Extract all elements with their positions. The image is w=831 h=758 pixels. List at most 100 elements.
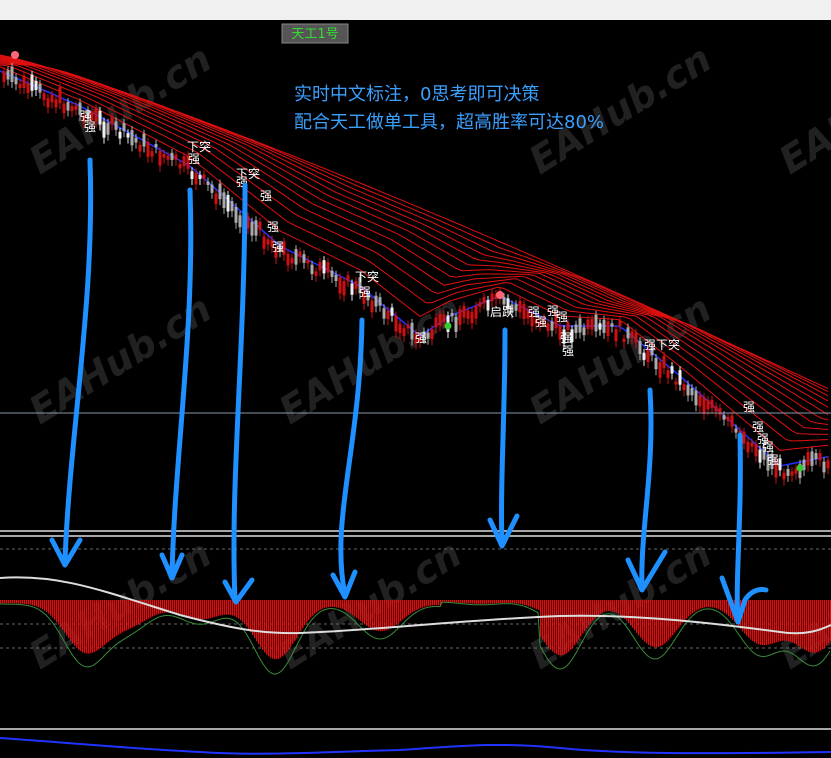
candle-body (326, 262, 330, 273)
hist-bar (118, 600, 120, 635)
hist-outline (0, 601, 831, 675)
candle-body (130, 130, 134, 146)
hist-bar (374, 600, 376, 631)
candle-body (734, 428, 738, 433)
candle-body (782, 472, 786, 480)
hist-bar (318, 600, 320, 611)
hist-bar (782, 600, 784, 641)
candle-body (46, 98, 50, 108)
candle-body (802, 459, 806, 471)
hist-bar (460, 600, 462, 603)
hist-bar (112, 600, 114, 639)
candle-body (394, 315, 398, 332)
hist-bar (712, 600, 714, 608)
candle-body (366, 295, 370, 301)
hist-bar (164, 600, 166, 613)
candle-body (146, 141, 150, 157)
hist-bar (260, 600, 262, 648)
candle-body (150, 151, 154, 157)
hist-bar (456, 600, 458, 603)
candle-body (510, 304, 514, 313)
candle-body (710, 399, 714, 408)
hist-bar (678, 600, 680, 628)
candle-body (174, 154, 178, 160)
candle-body (758, 449, 762, 463)
candle-body (386, 310, 390, 320)
candle-body (374, 295, 378, 307)
hist-bar (10, 600, 12, 604)
signal-label: 下突 (656, 337, 680, 352)
hist-bar (238, 600, 240, 619)
hist-bar (568, 600, 570, 652)
candle-body (786, 468, 790, 476)
hist-bar (314, 600, 316, 614)
candle-body (426, 332, 430, 339)
signal-label: 强 (556, 310, 568, 324)
hist-bar (412, 600, 414, 613)
candle-body (218, 183, 222, 200)
candle-body (626, 327, 630, 339)
hist-bar (576, 600, 578, 643)
hist-bar (110, 600, 112, 640)
candle-body (254, 220, 258, 236)
hist-bar (138, 600, 140, 625)
hist-bar (444, 600, 446, 602)
hist-bar (612, 600, 614, 612)
hist-bar (674, 600, 676, 633)
hist-bar (814, 600, 816, 653)
hist-bar (442, 600, 444, 602)
hist-bar (654, 600, 656, 648)
ribbon-line (0, 66, 829, 451)
hist-bar (440, 600, 442, 606)
tab[interactable] (281, 23, 349, 44)
hist-bar (774, 600, 776, 643)
signal-label: 强 (267, 220, 279, 234)
hist-bar (784, 600, 786, 641)
hist-bar (598, 600, 600, 615)
candle-body (194, 172, 198, 185)
candle-body (322, 260, 326, 274)
hist-bar (80, 600, 82, 652)
hist-bar (32, 600, 34, 606)
hist-bar (142, 600, 144, 622)
candle-body (126, 133, 130, 138)
hist-bar (590, 600, 592, 623)
candle-body (290, 257, 294, 264)
signal-label: 强 (644, 338, 656, 352)
hist-bar (532, 600, 534, 608)
candle-body (458, 309, 462, 325)
hist-bar (322, 600, 324, 609)
hist-bar (510, 600, 512, 603)
hist-bar (706, 600, 708, 608)
candle-body (18, 83, 22, 88)
hist-bar (222, 600, 224, 616)
hist-bar (334, 600, 336, 608)
hist-bar (540, 600, 542, 637)
hist-bar (288, 600, 290, 650)
hist-bar (544, 600, 546, 643)
hist-bar (350, 600, 352, 614)
candle-body (614, 329, 618, 342)
signal-label: 启跌 (490, 304, 514, 319)
ribbon (0, 54, 829, 467)
hist-bar (404, 600, 406, 618)
hist-bar (702, 600, 704, 608)
candle-body (566, 322, 570, 330)
hist-bar (56, 600, 58, 623)
hist-bar (282, 600, 284, 657)
hist-bar (366, 600, 368, 626)
hist-bar (684, 600, 686, 621)
hist-bar (666, 600, 668, 642)
hist-bar (324, 600, 326, 608)
signal-label: 强 (562, 344, 574, 358)
hist-bar (150, 600, 152, 618)
hist-bar (70, 600, 72, 641)
hist-bar (640, 600, 642, 638)
hist-bar (592, 600, 594, 621)
hist-bar (144, 600, 146, 621)
candle-body (114, 121, 118, 130)
hist-bar (820, 600, 822, 651)
candle-body (78, 102, 82, 116)
candle-body (286, 254, 290, 266)
hist-bar (240, 600, 242, 621)
